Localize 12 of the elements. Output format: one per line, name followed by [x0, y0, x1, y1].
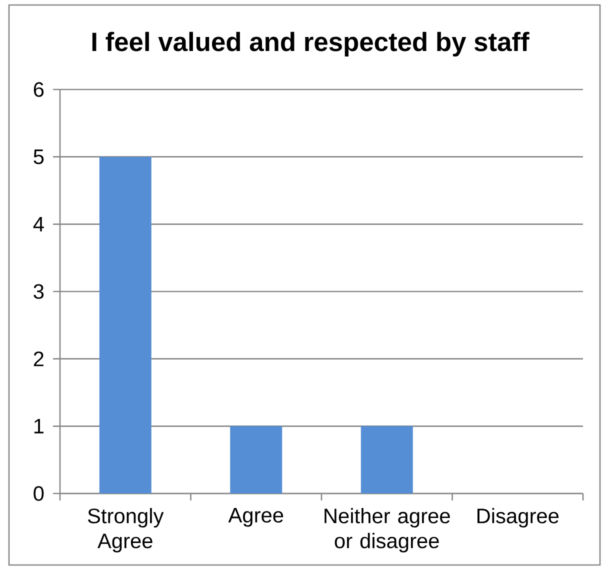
y-tick-label: 6 — [34, 82, 44, 97]
y-tick-label: 1 — [34, 418, 44, 434]
y-tick-label: 0 — [34, 486, 44, 501]
y-tick-label: 5 — [34, 150, 44, 164]
x-tick-label: Agree — [228, 508, 284, 527]
x-tick-label: Disagree — [477, 508, 559, 528]
y-tick-label: 2 — [34, 352, 44, 366]
x-tick-label: Neither agree or disagree — [324, 508, 450, 552]
x-tick-label: Strongly Agree — [88, 508, 164, 552]
chart-title: I feel valued and respected by staff — [92, 32, 530, 56]
y-tick-label: 3 — [34, 284, 44, 299]
y-tick-label: 4 — [33, 216, 44, 232]
